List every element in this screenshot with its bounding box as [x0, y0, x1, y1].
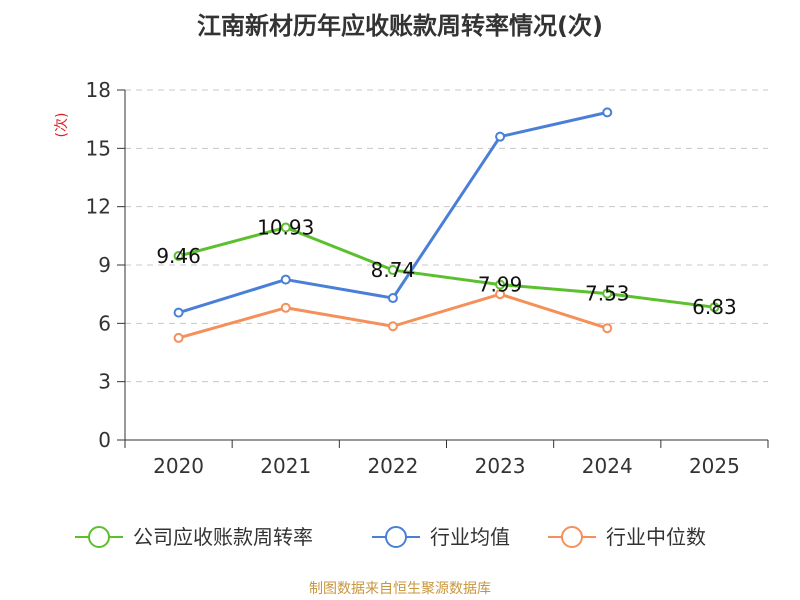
- y-tick-label: 15: [86, 136, 111, 160]
- x-tick-label: 2024: [582, 454, 633, 478]
- data-label: 8.74: [371, 258, 416, 282]
- data-label: 7.99: [478, 273, 523, 297]
- legend-label: 行业均值: [430, 525, 510, 549]
- axes: 0 3 6 9 12 15 18 2020 2021 2022 2023 2024 2025 (次): [54, 78, 769, 478]
- data-point: [495, 131, 506, 142]
- data-label: 10.93: [257, 215, 314, 239]
- legend-marker: [385, 526, 407, 548]
- series-line: [178, 225, 715, 309]
- x-tick-label: 2021: [260, 454, 311, 478]
- data-point: [280, 222, 291, 233]
- series-lines: [173, 107, 720, 343]
- y-tick-label: 18: [86, 78, 111, 102]
- data-label: 6.83: [692, 295, 737, 319]
- legend-label: 公司应收账款周转率: [133, 525, 313, 549]
- y-tick-label: 9: [98, 253, 111, 277]
- y-tick-label: 0: [98, 428, 111, 452]
- data-point: [173, 251, 184, 262]
- data-point: [495, 289, 506, 300]
- x-tick-label: 2025: [689, 454, 740, 478]
- data-point: [387, 265, 398, 276]
- data-point: [495, 279, 506, 290]
- data-point: [173, 307, 184, 318]
- grid-lines: [125, 89, 768, 383]
- x-tick-label: 2022: [367, 454, 418, 478]
- x-tick-label: 2023: [475, 454, 526, 478]
- chart-title: 江南新材历年应收账款周转率情况(次): [197, 12, 603, 40]
- y-tick-label: 6: [98, 311, 111, 335]
- data-point: [602, 323, 613, 334]
- data-labels: 9.46 10.93 8.74 7.99 7.53 6.83: [156, 215, 736, 319]
- legend-label: 行业中位数: [606, 525, 706, 549]
- y-tick-label: 3: [98, 370, 111, 394]
- y-axis-title: (次): [54, 113, 70, 138]
- legend: 公司应收账款周转率 行业均值 行业中位数: [75, 525, 706, 549]
- data-label: 7.53: [585, 282, 630, 306]
- data-point: [280, 302, 291, 313]
- data-source-note: 制图数据来自恒生聚源数据库: [309, 581, 491, 597]
- data-point: [387, 293, 398, 304]
- x-tick-label: 2020: [153, 454, 204, 478]
- data-point: [709, 302, 720, 313]
- data-point: [280, 274, 291, 285]
- data-point: [173, 332, 184, 343]
- series-line: [178, 110, 608, 315]
- data-label: 9.46: [156, 244, 201, 268]
- y-tick-label: 12: [86, 195, 111, 219]
- data-point: [602, 288, 613, 299]
- legend-marker: [88, 526, 110, 548]
- data-point: [602, 107, 613, 118]
- legend-marker: [561, 526, 583, 548]
- data-point: [387, 321, 398, 332]
